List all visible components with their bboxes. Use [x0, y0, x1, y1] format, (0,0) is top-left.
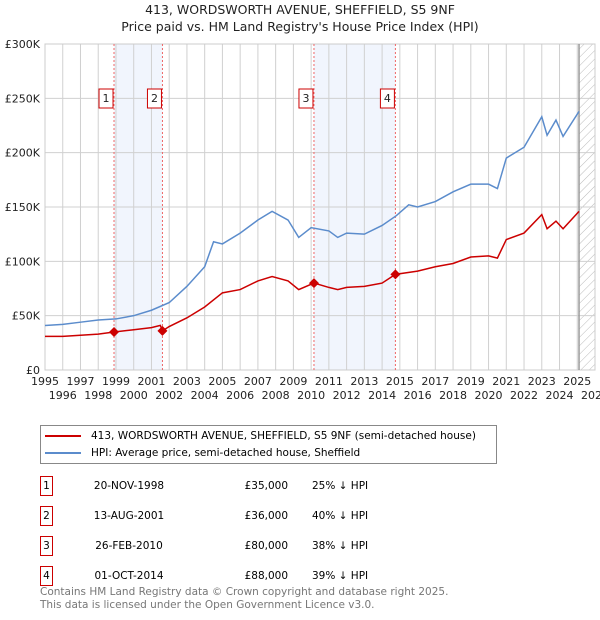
plot-area: 1995199619971998199920002001200220032004… [5, 38, 600, 402]
x-tick-label: 2006 [226, 389, 254, 402]
x-tick-label: 2010 [297, 389, 325, 402]
sale-price: £36,000 [244, 510, 288, 522]
table-row: 1 20-NOV-1998 £35,000 25% ↓ HPI [40, 476, 600, 496]
sale-price: £88,000 [244, 570, 288, 582]
x-tick-label: 2021 [492, 375, 520, 388]
x-tick-label: 2012 [333, 389, 361, 402]
y-tick-label: £200K [5, 147, 41, 160]
y-tick-label: £300K [5, 38, 41, 51]
sale-label: 4 [384, 92, 391, 105]
x-tick-label: 1995 [31, 375, 59, 388]
sale-date: 01-OCT-2014 [94, 570, 164, 582]
y-tick-label: £150K [5, 201, 41, 214]
footer: Contains HM Land Registry data © Crown c… [40, 586, 448, 612]
x-tick-label: 2001 [137, 375, 165, 388]
series-line [45, 210, 580, 338]
sale-hpi-diff: 25% ↓ HPI [312, 480, 369, 492]
table-row: 4 01-OCT-2014 £88,000 39% ↓ HPI [40, 566, 600, 586]
sale-number: 3 [40, 536, 53, 556]
table-row: 3 26-FEB-2010 £80,000 38% ↓ HPI [40, 536, 600, 556]
legend-blue-line [45, 452, 81, 454]
sale-point [308, 278, 319, 289]
x-tick-label: 2007 [244, 375, 272, 388]
x-tick-label: 2005 [208, 375, 236, 388]
x-tick-label: 2023 [528, 375, 556, 388]
sale-point [109, 326, 120, 337]
footer-line: Contains HM Land Registry data © Crown c… [40, 586, 449, 598]
sale-price: £80,000 [244, 540, 288, 552]
x-tick-label: 2011 [315, 375, 343, 388]
x-tick-label: 2014 [368, 389, 396, 402]
x-tick-label: 1999 [102, 375, 130, 388]
sale-label-box [98, 88, 114, 109]
sale-date: 20-NOV-1998 [93, 480, 165, 492]
plot-border [44, 43, 596, 371]
x-tick-label: 2020 [475, 389, 503, 402]
y-tick-label: £250K [5, 92, 41, 105]
x-tick-label: 2018 [439, 389, 467, 402]
sale-label-box [146, 88, 162, 109]
x-tick-label: 2000 [120, 389, 148, 402]
y-tick-label: £0 [26, 364, 40, 377]
x-tick-label: 2019 [457, 375, 485, 388]
x-tick-label: 1996 [49, 389, 77, 402]
sale-hpi-diff: 38% ↓ HPI [312, 540, 369, 552]
legend-red-line [45, 435, 81, 437]
sale-label: 2 [151, 92, 158, 105]
sale-point [157, 325, 168, 336]
x-tick-label: 2024 [546, 389, 574, 402]
legend-label: 413, WORDSWORTH AVENUE, SHEFFIELD, S5 9N… [91, 430, 476, 442]
legend: 413, WORDSWORTH AVENUE, SHEFFIELD, S5 9N… [40, 425, 497, 464]
x-tick-label: 2017 [421, 375, 449, 388]
sale-number: 1 [40, 476, 53, 496]
sale-hpi-diff: 39% ↓ HPI [312, 570, 369, 582]
sale-label: 1 [103, 92, 110, 105]
chart-title: 413, WORDSWORTH AVENUE, SHEFFIELD, S5 9N… [145, 2, 455, 17]
sale-label-box [298, 88, 314, 109]
table-row: 2 13-AUG-2001 £36,000 40% ↓ HPI [40, 506, 600, 526]
sale-date: 13-AUG-2001 [93, 510, 165, 522]
footer-line: This data is licensed under the Open Gov… [40, 599, 375, 611]
series-line [44, 110, 580, 327]
x-tick-label: 2009 [279, 375, 307, 388]
x-tick-label: 1997 [66, 375, 94, 388]
sale-hpi-diff: 40% ↓ HPI [312, 510, 369, 522]
x-tick-label: 2015 [386, 375, 414, 388]
sale-number: 2 [40, 506, 53, 526]
y-tick-label: £50K [12, 310, 41, 323]
legend-item-hpi: HPI: Average price, semi-detached house,… [45, 445, 360, 461]
sale-point [390, 269, 401, 280]
x-tick-label: 2003 [173, 375, 201, 388]
x-tick-label: 2008 [262, 389, 290, 402]
sale-price: £35,000 [244, 480, 288, 492]
x-tick-label: 2025 [563, 375, 591, 388]
sale-label: 3 [302, 92, 309, 105]
x-tick-label: 2016 [404, 389, 432, 402]
x-tick-label: 2013 [350, 375, 378, 388]
chart-subtitle: Price paid vs. HM Land Registry's House … [121, 19, 479, 34]
sale-date: 26-FEB-2010 [95, 540, 163, 552]
y-tick-label: £100K [5, 255, 41, 268]
sale-label-box [379, 88, 395, 109]
legend-label: HPI: Average price, semi-detached house,… [91, 447, 361, 459]
x-tick-label: 2002 [155, 389, 183, 402]
x-tick-label: 2026 [581, 389, 600, 402]
x-tick-label: 1998 [84, 389, 112, 402]
sale-number: 4 [40, 566, 53, 586]
x-tick-label: 2004 [191, 389, 219, 402]
x-tick-label: 2022 [510, 389, 538, 402]
legend-item-property: 413, WORDSWORTH AVENUE, SHEFFIELD, S5 9N… [45, 428, 476, 444]
